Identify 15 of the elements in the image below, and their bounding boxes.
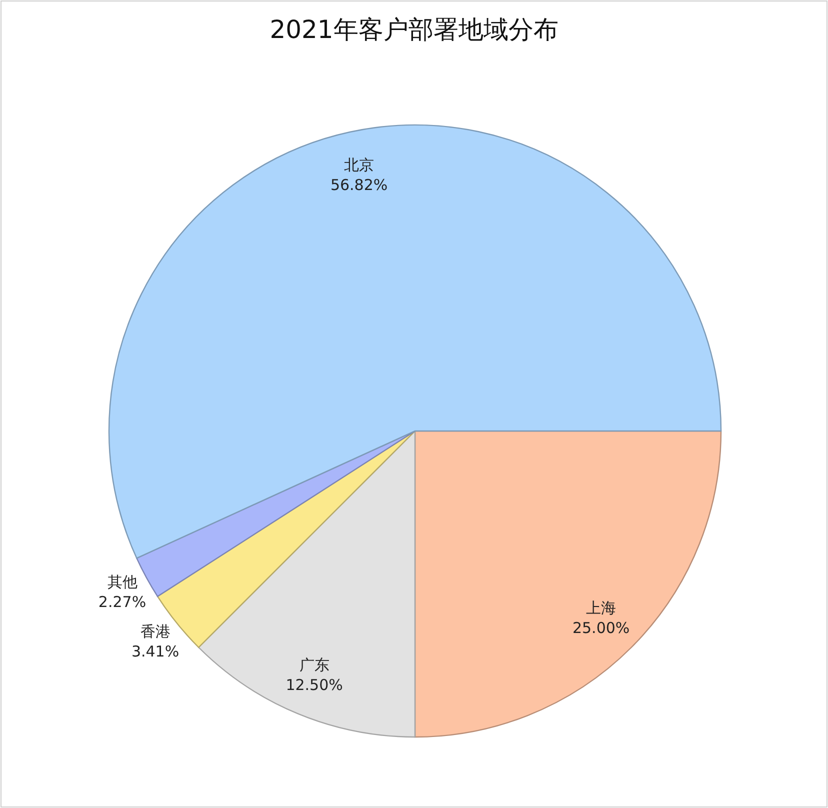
slice-label: 上海: [586, 599, 616, 618]
pie-slice: [108, 124, 722, 559]
data-label: 56.82%: [330, 176, 388, 194]
pie-slice: [136, 430, 416, 598]
pie-slice: [414, 430, 722, 738]
slice-label: 北京: [344, 156, 374, 174]
data-label: 12.50%: [286, 676, 343, 694]
pie-slice: [198, 430, 416, 738]
chart-title: 2021年客户部署地域分布: [270, 15, 558, 44]
slice-label: 香港: [140, 622, 170, 640]
slice-label: 广东: [299, 656, 330, 674]
data-label: 2.27%: [98, 592, 146, 611]
slice-label: 其他: [107, 572, 138, 591]
data-label: 25.00%: [572, 619, 630, 638]
data-label: 3.41%: [131, 642, 180, 660]
